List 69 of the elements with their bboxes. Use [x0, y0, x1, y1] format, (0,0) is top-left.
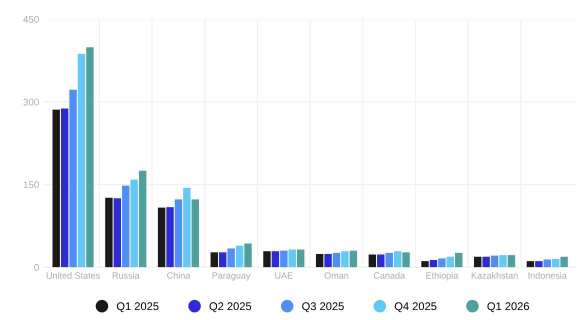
legend-label: Q3 2025	[302, 302, 344, 312]
bar	[324, 254, 332, 268]
bar	[183, 188, 191, 268]
bar	[446, 256, 454, 268]
bar	[227, 248, 235, 268]
bar	[350, 250, 358, 268]
bar	[341, 251, 349, 268]
bar	[158, 208, 166, 268]
bar	[219, 252, 226, 268]
bar	[114, 198, 122, 268]
bar	[438, 258, 446, 268]
bar	[174, 199, 182, 268]
bar	[526, 261, 534, 268]
x-tick-label: China	[167, 272, 190, 279]
y-tick-label: 450	[23, 16, 39, 23]
y-tick-label: 0	[34, 264, 39, 271]
bar	[288, 250, 296, 268]
bar	[490, 256, 498, 268]
bar	[402, 252, 410, 268]
x-tick-label: United States	[46, 272, 100, 279]
bar	[455, 252, 462, 268]
bar	[560, 256, 568, 268]
x-tick-label: Oman	[324, 272, 348, 279]
bar	[86, 47, 94, 268]
bar	[421, 261, 429, 268]
bar	[236, 246, 244, 268]
legend-label: Q1 2025	[116, 302, 159, 312]
bar	[482, 256, 490, 268]
bar	[263, 251, 271, 268]
bar	[69, 90, 77, 268]
bar	[60, 108, 68, 268]
bar	[474, 256, 482, 268]
legend-label: Q2 2025	[210, 302, 252, 312]
legend-label: Q4 2025	[394, 302, 436, 312]
bar	[210, 252, 218, 268]
bar	[394, 251, 402, 268]
bar	[272, 251, 280, 268]
bar	[192, 199, 200, 268]
x-tick-label: Paraguay	[212, 272, 250, 280]
bar	[130, 180, 138, 268]
y-tick-label: 300	[23, 98, 39, 106]
x-tick-label: Russia	[112, 272, 140, 279]
bar	[296, 250, 304, 268]
legend-label: Q1 2026	[487, 302, 530, 312]
bar	[244, 244, 252, 268]
x-tick-label: Indonesia	[528, 272, 567, 279]
bar	[508, 255, 516, 268]
bar	[368, 254, 376, 268]
bar	[105, 198, 113, 268]
bar	[166, 207, 174, 268]
bar	[52, 110, 60, 268]
bar	[385, 252, 393, 268]
bar	[552, 258, 560, 268]
x-tick-label: Ethiopia	[426, 272, 458, 280]
y-tick-label: 150	[24, 181, 39, 188]
bar	[122, 186, 130, 268]
bar	[316, 254, 324, 268]
bar	[377, 254, 384, 268]
bar	[332, 252, 340, 268]
bar	[430, 260, 438, 268]
x-tick-label: Canada	[374, 272, 406, 279]
bar	[78, 54, 86, 268]
bar	[138, 170, 146, 268]
bar	[280, 250, 288, 268]
bar	[499, 255, 507, 268]
x-tick-label: Kazakhstan	[472, 272, 518, 279]
bar	[544, 259, 551, 268]
bar	[535, 261, 543, 268]
x-tick-label: UAE	[275, 272, 293, 279]
